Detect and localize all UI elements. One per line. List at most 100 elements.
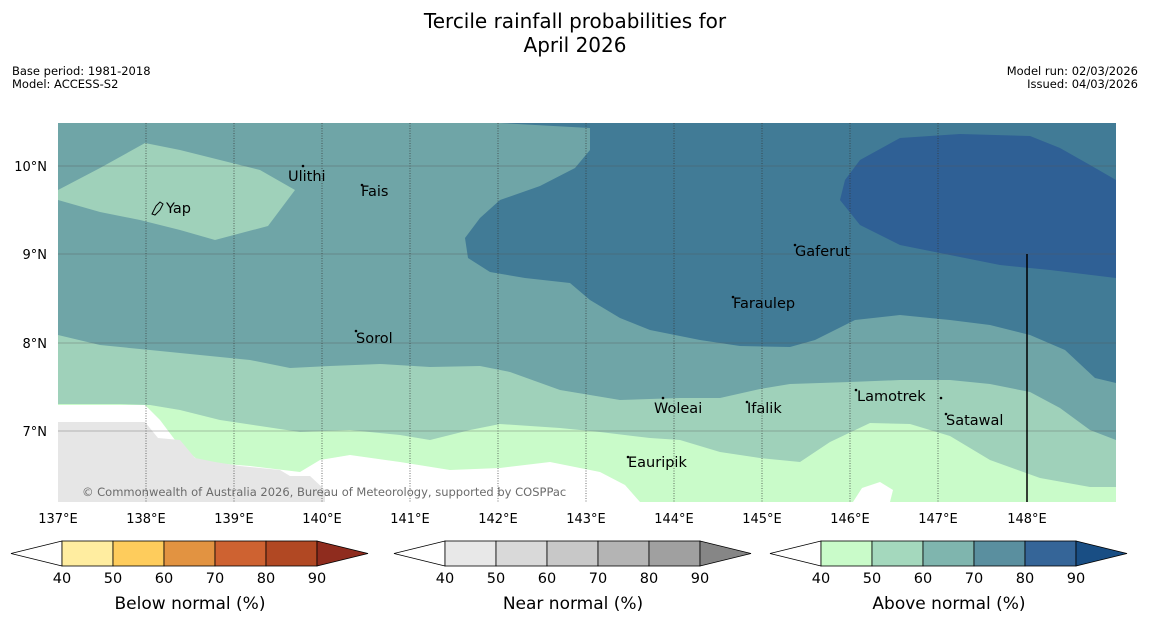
eauripik-marker [626, 455, 630, 459]
colorbar-below: 40 50 60 70 80 90 [10, 540, 369, 587]
colorbar-near-tick-40: 40 [436, 571, 454, 587]
lamotrek-marker [854, 388, 858, 392]
legend-label-below: Below normal (%) [115, 594, 266, 614]
place-satawal: Satawal [946, 413, 1003, 429]
sorol-marker [354, 329, 358, 333]
ifalik-marker [745, 400, 749, 404]
colorbar-below-segment-60 [163, 540, 216, 567]
colorbar-above-segment-80 [1024, 540, 1077, 567]
fais-marker [360, 183, 364, 187]
lon-label-139: 139°E [214, 512, 254, 527]
issued-date: Issued: 04/03/2026 [1027, 77, 1138, 91]
place-labels: Yap Ulithi Fais Sorol Gaferut Faraulep W… [165, 169, 1003, 471]
base-period: Base period: 1981-2018 [12, 64, 151, 78]
lon-label-145: 145°E [742, 512, 782, 527]
legend-label-above: Above normal (%) [872, 594, 1025, 614]
lon-label-146: 146°E [830, 512, 870, 527]
colorbar-below-tick-90: 90 [308, 571, 326, 587]
title-line-1: Tercile rainfall probabilities for [423, 9, 727, 33]
chart-title: Tercile rainfall probabilities for April… [0, 9, 1150, 57]
lon-label-147: 147°E [918, 512, 958, 527]
lon-label-137: 137°E [38, 512, 78, 527]
lat-labels: 10°N 9°N 8°N 7°N [14, 160, 47, 440]
colorbar-near-lower-arrow [393, 540, 446, 567]
colorbar-above-segment-60 [922, 540, 975, 567]
gaferut-marker [793, 243, 797, 247]
colorbar-above-tick-80: 80 [1016, 571, 1034, 587]
colorbar-near-segment-80 [648, 540, 701, 567]
grid-lat [58, 165, 1116, 432]
meta-right: Model run: 02/03/2026 Issued: 04/03/2026 [1007, 65, 1138, 91]
colorbar-near-segment-40 [444, 540, 497, 567]
colorbar-below-upper-arrow [316, 540, 369, 567]
colorbar-below-tick-40: 40 [53, 571, 71, 587]
colorbar-above-segment-70 [973, 540, 1026, 567]
place-ulithi: Ulithi [288, 169, 326, 185]
yap-island-outline [151, 201, 164, 216]
colorbar-above-tick-60: 60 [914, 571, 932, 587]
place-fais: Fais [361, 184, 388, 200]
colorbar-near-segment-50 [495, 540, 548, 567]
lon-label-148: 148°E [1007, 512, 1047, 527]
model-run: Model run: 02/03/2026 [1006, 64, 1138, 78]
lamotrek-marker-2 [939, 396, 943, 400]
woleai-marker [661, 396, 665, 400]
colorbar-near: 40 50 60 70 80 90 [393, 540, 752, 587]
lat-label-9: 9°N [23, 248, 48, 263]
place-woleai: Woleai [654, 401, 702, 417]
lat-label-8: 8°N [23, 337, 48, 352]
place-ifalik: Ifalik [747, 401, 782, 417]
colorbar-above-lower-arrow [769, 540, 822, 567]
colorbar-near-tick-50: 50 [487, 571, 505, 587]
colorbar-below-segment-40 [61, 540, 114, 567]
place-lamotrek: Lamotrek [857, 389, 926, 405]
grid [145, 123, 939, 502]
legend-label-near: Near normal (%) [503, 594, 643, 614]
colorbar-near-segment-70 [597, 540, 650, 567]
lon-label-140: 140°E [302, 512, 342, 527]
island-markers [151, 164, 948, 459]
colorbar-above: 40 50 60 70 80 90 [769, 540, 1128, 587]
colorbar-near-tick-90: 90 [691, 571, 709, 587]
colorbar-below-lower-arrow [10, 540, 63, 567]
place-gaferut: Gaferut [795, 244, 850, 260]
colorbar-above-tick-70: 70 [965, 571, 983, 587]
colorbar-above-segment-50 [871, 540, 924, 567]
meta-left: Base period: 1981-2018 Model: ACCESS-S2 [12, 65, 151, 91]
colorbar-near-upper-arrow [699, 540, 752, 567]
lon-label-143: 143°E [566, 512, 606, 527]
lon-label-138: 138°E [126, 512, 166, 527]
satawal-marker [944, 412, 948, 416]
title-line-2: April 2026 [523, 33, 627, 57]
lon-labels: 137°E 138°E 139°E 140°E 141°E 142°E 143°… [38, 512, 1047, 527]
colorbar-labels: Below normal (%) Near normal (%) Above n… [115, 594, 1026, 614]
lon-label-142: 142°E [478, 512, 518, 527]
colorbar-below-tick-60: 60 [155, 571, 173, 587]
place-eauripik: Eauripik [628, 455, 687, 471]
lon-label-144: 144°E [654, 512, 694, 527]
model-name: Model: ACCESS-S2 [12, 77, 119, 91]
place-faraulep: Faraulep [733, 296, 795, 312]
ulithi-marker [301, 164, 305, 168]
colorbar-near-segment-60 [546, 540, 599, 567]
probability-map [58, 123, 1116, 502]
copyright-text: © Commonwealth of Australia 2026, Bureau… [82, 485, 566, 499]
colorbar-above-tick-50: 50 [863, 571, 881, 587]
colorbar-above-upper-arrow [1075, 540, 1128, 567]
place-sorol: Sorol [356, 331, 393, 347]
colorbar-above-tick-40: 40 [812, 571, 830, 587]
colorbar-below-segment-70 [214, 540, 267, 567]
colorbar-below-tick-80: 80 [257, 571, 275, 587]
colorbar-above-tick-90: 90 [1067, 571, 1085, 587]
lat-label-7: 7°N [23, 425, 48, 440]
colorbar-below-tick-70: 70 [206, 571, 224, 587]
colorbar-below-segment-50 [112, 540, 165, 567]
region-above-90 [585, 123, 1116, 278]
colorbar-near-tick-70: 70 [589, 571, 607, 587]
place-yap: Yap [165, 201, 191, 217]
faraulep-marker [731, 295, 735, 299]
colorbar-below-tick-50: 50 [104, 571, 122, 587]
colorbar-near-tick-80: 80 [640, 571, 658, 587]
lon-label-141: 141°E [390, 512, 430, 527]
